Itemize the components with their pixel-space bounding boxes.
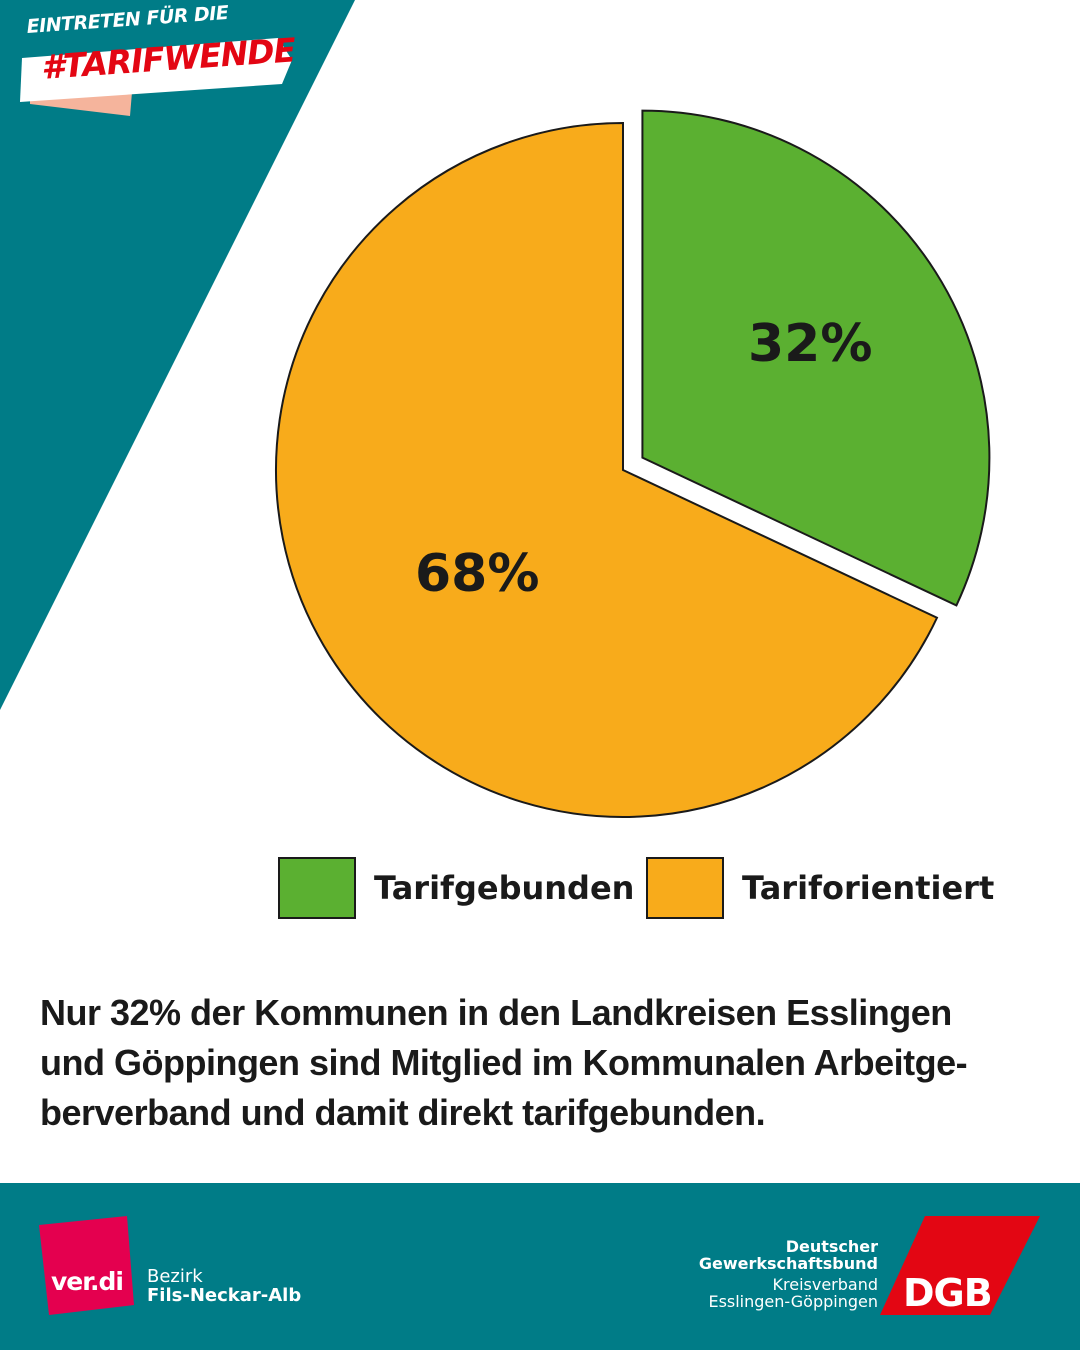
teal-corner (0, 0, 355, 710)
dgb-name: Deutscher Gewerkschaftsbund (699, 1238, 878, 1272)
legend-swatch-orange (646, 857, 724, 919)
legend-item-tarifgebunden: Tarifgebunden (278, 857, 634, 919)
legend-swatch-green (278, 857, 356, 919)
legend-label: Tariforientiert (742, 869, 995, 907)
verdi-logo-shape (39, 1216, 134, 1315)
dgb-line3: Kreisverband (772, 1275, 879, 1294)
pie-chart (275, 109, 991, 818)
verdi-region: Fils-Neckar-Alb (147, 1285, 302, 1306)
pie-slice-tariforientiert (275, 121, 939, 818)
dgb-line1: Deutscher (785, 1237, 878, 1256)
dgb-line2: Gewerkschaftsbund (698, 1254, 878, 1273)
footer: ver.di Bezirk Fils-Neckar-Alb Deutscher … (0, 1183, 1080, 1350)
dgb-kreisverband: Kreisverband Esslingen-Göppingen (708, 1276, 878, 1310)
data-label-tarifgebunden: 32% (748, 314, 873, 374)
legend-label: Tarifgebunden (374, 869, 635, 907)
footer-logos (39, 1216, 1040, 1315)
dgb-logo: DGB (903, 1271, 993, 1315)
badge-banner (20, 38, 292, 102)
caption: Nur 32% der Kommunen in den Landkreisen … (40, 988, 1075, 1138)
data-label-tariforientiert: 68% (415, 544, 540, 604)
dgb-logo-shape (880, 1216, 1040, 1315)
verdi-bezirk: Bezirk (147, 1266, 203, 1287)
caption-line: und Göppingen sind Mitglied im Kommunale… (40, 1042, 968, 1083)
caption-line: Nur 32% der Kommunen in den Landkreisen … (40, 992, 952, 1033)
legend-item-tariforientiert: Tariforientiert (646, 857, 994, 919)
pie-slice-tarifgebunden (641, 109, 991, 607)
verdi-logo: ver.di (51, 1267, 124, 1296)
dgb-line4: Esslingen-Göppingen (708, 1292, 878, 1311)
caption-line: berverband und damit direkt tarifgebunde… (40, 1092, 766, 1133)
